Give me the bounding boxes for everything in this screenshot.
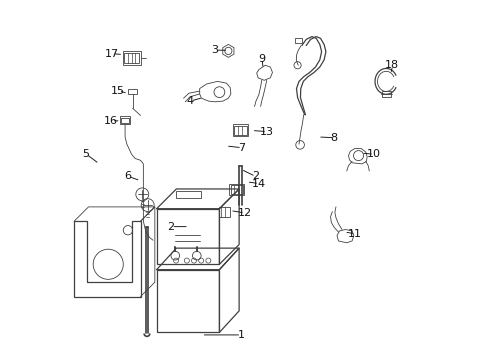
Text: 15: 15 — [111, 86, 125, 96]
Text: 10: 10 — [366, 149, 380, 159]
Text: 6: 6 — [124, 171, 131, 181]
Text: 18: 18 — [385, 60, 399, 70]
Text: 9: 9 — [258, 54, 264, 64]
Text: 16: 16 — [104, 116, 118, 126]
Text: 2: 2 — [251, 171, 258, 181]
Text: 4: 4 — [186, 96, 193, 106]
Text: 14: 14 — [251, 179, 265, 189]
Text: 2: 2 — [167, 222, 174, 231]
Text: 7: 7 — [238, 143, 244, 153]
Text: 11: 11 — [347, 229, 361, 239]
Text: 17: 17 — [104, 49, 119, 59]
Text: 5: 5 — [82, 149, 89, 159]
Text: 3: 3 — [211, 45, 218, 55]
Text: 8: 8 — [330, 133, 337, 143]
Text: 13: 13 — [259, 127, 273, 136]
Text: 1: 1 — [237, 330, 244, 340]
Text: 12: 12 — [237, 208, 251, 218]
